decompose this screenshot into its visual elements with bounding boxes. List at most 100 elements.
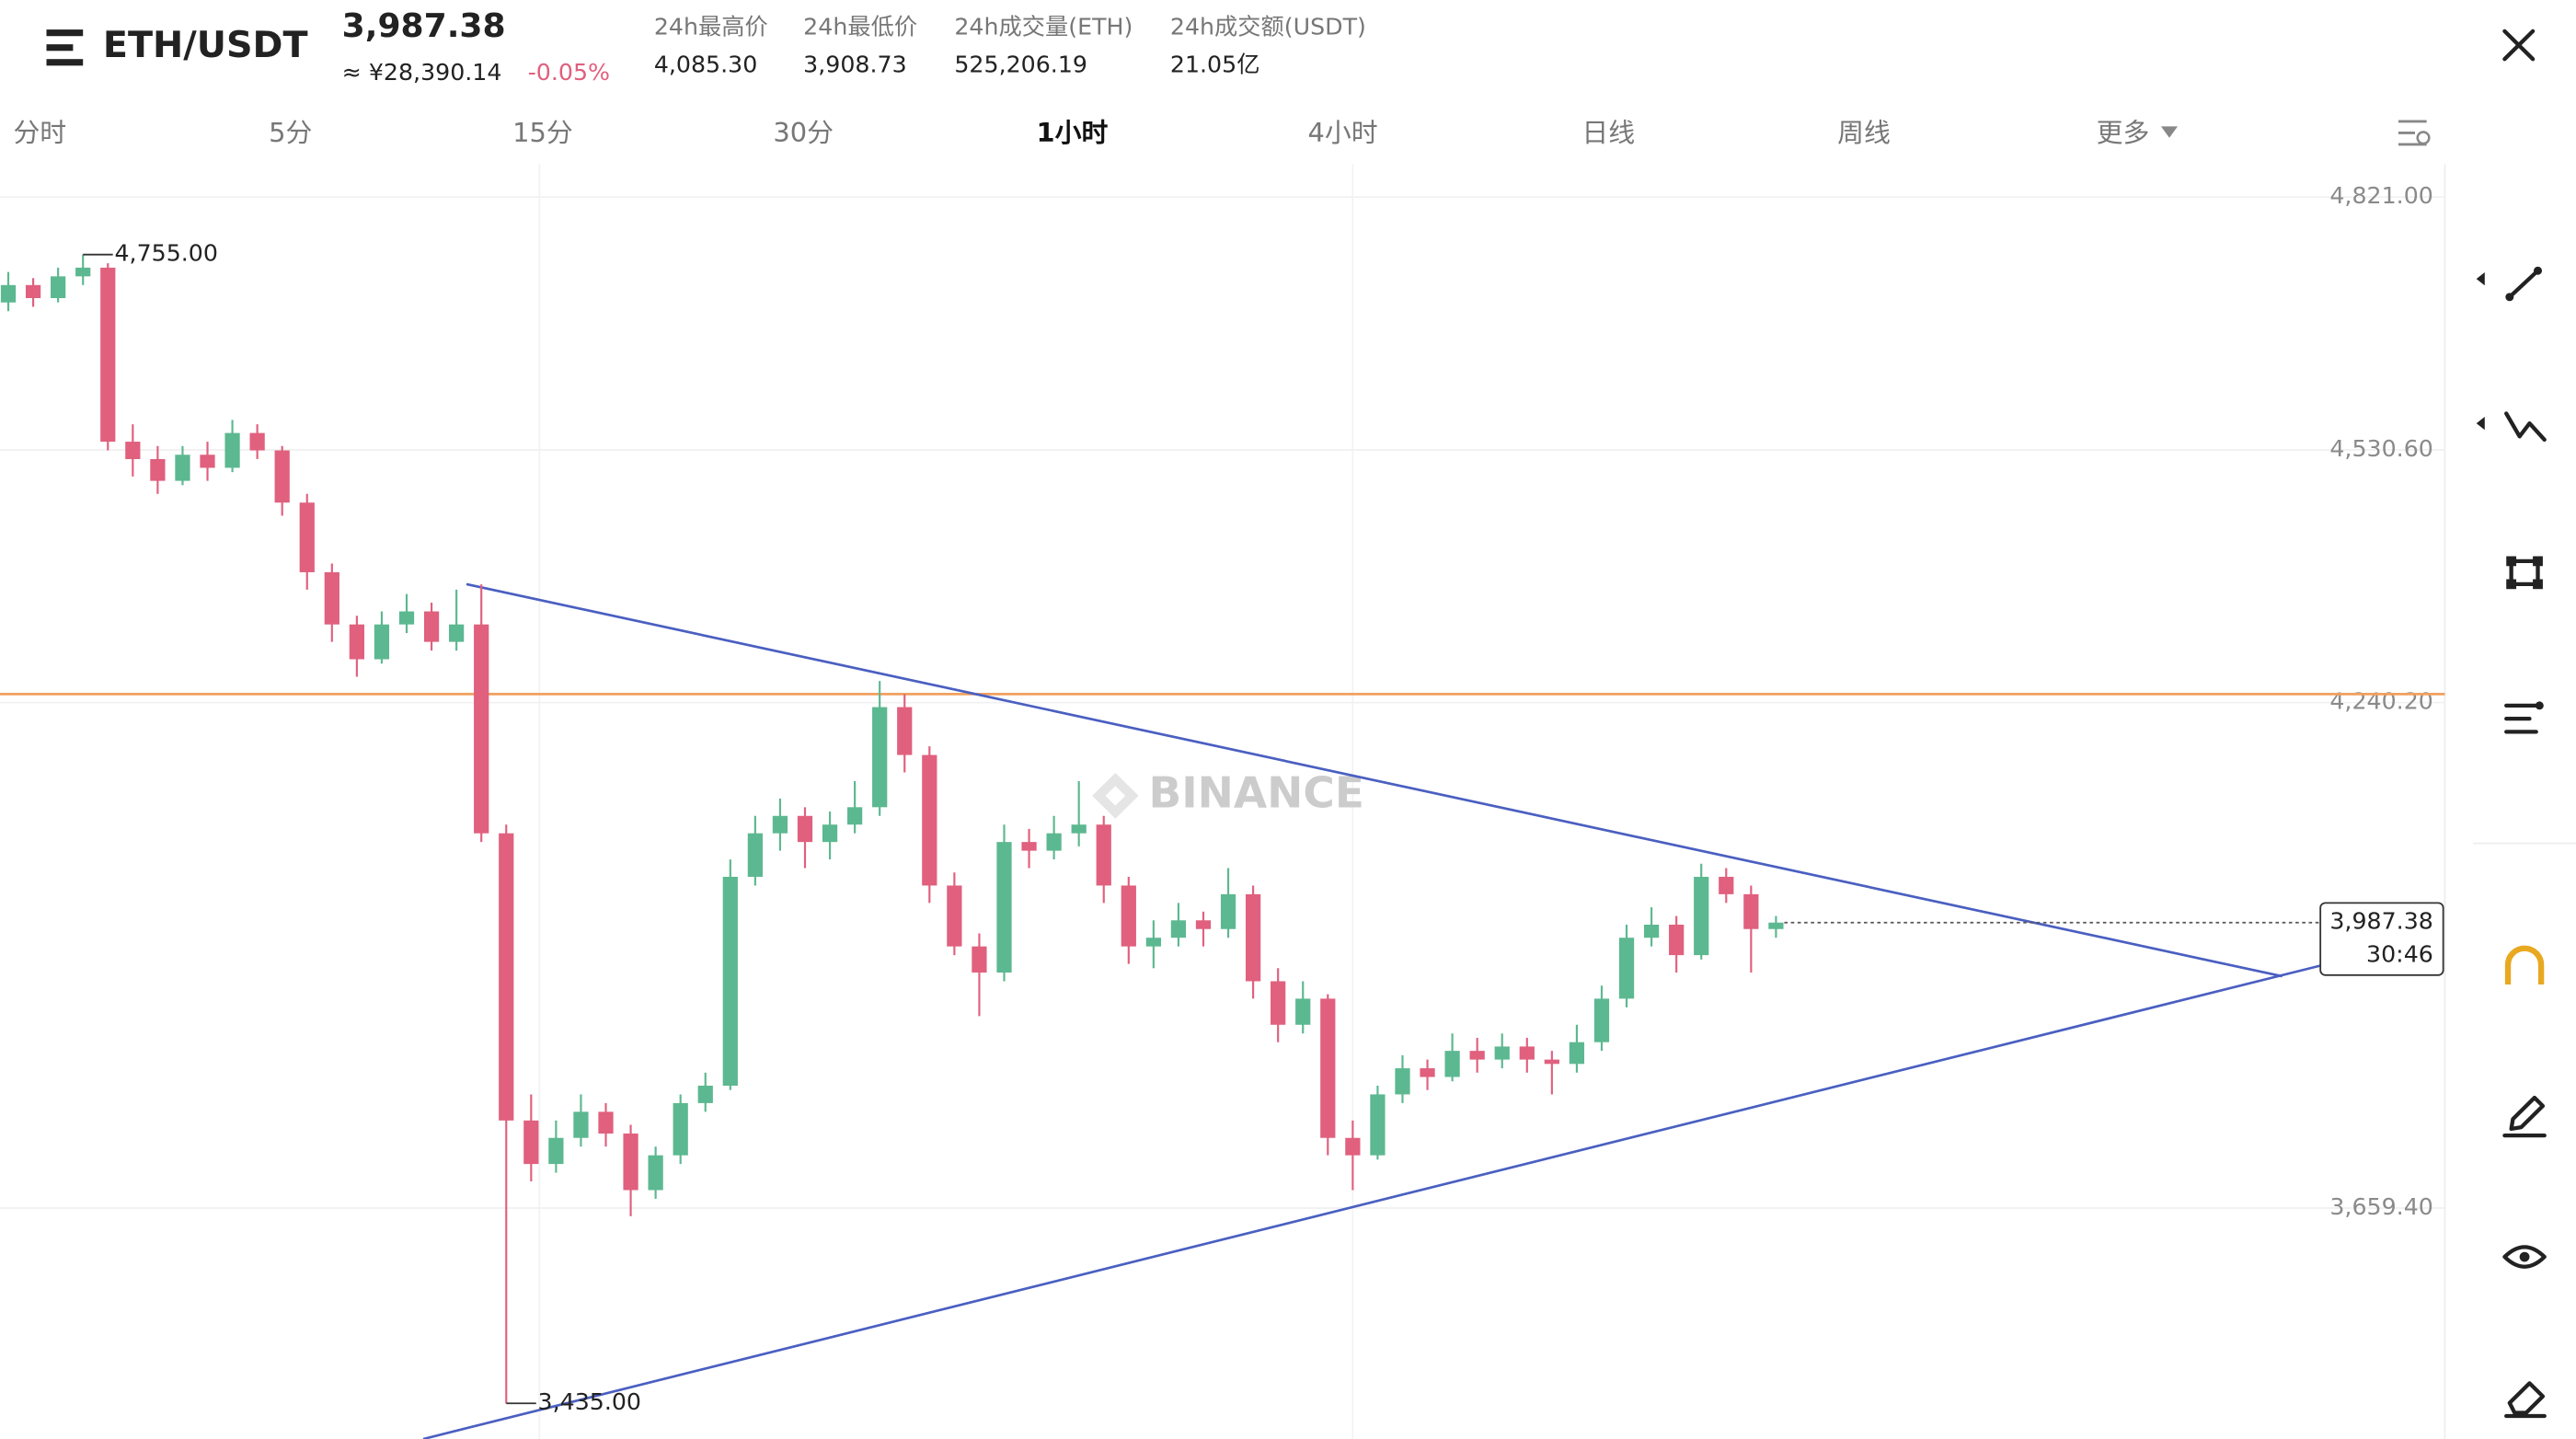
symbol[interactable]: ETH/USDT — [103, 24, 308, 66]
chart: BINANCE 4,821.00 4,530.60 4,240.20 3,659.40… — [0, 164, 2446, 1439]
stats: 24h最高价 4,085.30 24h最低价 3,908.73 24h成交量(ETH) 5… — [654, 13, 1366, 77]
close-button[interactable] — [2502, 29, 2536, 62]
candle-body — [996, 842, 1012, 973]
magnet-tool[interactable] — [2504, 945, 2545, 985]
candle-body — [1096, 824, 1111, 886]
candle-body — [822, 824, 838, 843]
candle-body — [274, 450, 290, 503]
candle-body — [1320, 998, 1336, 1138]
candle-body — [1395, 1068, 1410, 1095]
interval-tab[interactable]: 1小时 — [1037, 117, 1109, 148]
menu-icon[interactable] — [46, 29, 84, 66]
visibility-tool[interactable] — [2502, 1245, 2547, 1269]
stat-value: 3,908.73 — [803, 51, 906, 77]
candle-body — [449, 624, 465, 642]
candle-body — [0, 284, 17, 303]
interval-tab[interactable]: 4小时 — [1307, 117, 1377, 148]
candle-body — [1444, 1051, 1460, 1077]
candle-body — [897, 707, 913, 755]
candle-body — [922, 754, 937, 886]
candle-body — [100, 267, 116, 443]
candle-body — [324, 571, 339, 625]
line-tool[interactable] — [2476, 266, 2543, 302]
candle-body — [573, 1111, 589, 1138]
candle-body — [1245, 893, 1261, 982]
stat-label: 24h成交额(USDT) — [1170, 13, 1366, 40]
candle-body — [598, 1111, 614, 1134]
candle-body — [697, 1085, 713, 1103]
more-caret — [2160, 126, 2179, 138]
trendline-drawing[interactable] — [466, 582, 2283, 978]
candle-body — [1618, 938, 1635, 999]
eraser-tool[interactable] — [2504, 1381, 2547, 1419]
y-tick-label: 3,659.40 — [2329, 1193, 2432, 1220]
candle-body — [1569, 1042, 1585, 1065]
price: 3,987.38 — [342, 7, 506, 45]
candle-body — [747, 833, 763, 877]
candle-body — [474, 624, 489, 834]
candle-body — [423, 611, 440, 642]
pen-tool[interactable] — [2502, 1095, 2547, 1138]
candle-body — [175, 455, 190, 481]
candle-body — [1195, 920, 1212, 929]
shape-tool[interactable] — [2506, 556, 2543, 590]
interval-tab[interactable]: 30分 — [773, 117, 834, 148]
candle-body — [1593, 998, 1610, 1042]
candle-body — [398, 611, 415, 625]
candle-body — [972, 946, 987, 973]
watermark: BINANCE — [1148, 768, 1363, 818]
candle-body — [872, 707, 888, 808]
plot-area — [0, 164, 2445, 1439]
interval-tab[interactable]: 5分 — [269, 117, 312, 148]
candle-body — [150, 458, 166, 481]
candle-body — [1021, 842, 1037, 851]
candle-body — [1370, 1094, 1386, 1156]
candle-body — [1643, 925, 1660, 938]
candle-body — [1145, 938, 1161, 947]
interval-tab[interactable]: 周线 — [1837, 117, 1891, 148]
candle-body — [1345, 1137, 1361, 1156]
candle-body — [249, 432, 265, 451]
candle-body — [299, 502, 315, 572]
y-tick-label: 4,530.60 — [2329, 435, 2432, 462]
candle-body — [1768, 922, 1784, 929]
candle-body — [1519, 1046, 1535, 1060]
candle-body — [673, 1102, 688, 1156]
interval-tab[interactable]: 分时 — [13, 117, 66, 148]
candle-body — [648, 1155, 663, 1191]
candle-body — [1544, 1059, 1559, 1065]
candle-body — [623, 1134, 638, 1191]
candle-body — [51, 276, 66, 298]
candle-body — [722, 876, 738, 1086]
stat-label: 24h最低价 — [803, 13, 917, 40]
candle-body — [75, 267, 91, 277]
candle-body — [797, 815, 813, 843]
candle-body — [1220, 893, 1236, 929]
last-price-box — [2319, 902, 2444, 976]
candle-body — [349, 624, 365, 660]
interval-tab[interactable]: 日线 — [1581, 117, 1635, 148]
last-price-label: 3,987.38 — [2329, 908, 2432, 935]
candle-body — [224, 432, 240, 468]
candle-body — [499, 833, 514, 1121]
candle-body — [1071, 824, 1087, 834]
candle-body — [1046, 833, 1062, 851]
candle-body — [1271, 981, 1286, 1025]
settings-icon[interactable] — [2398, 120, 2431, 146]
cny-price: ≈ ¥28,390.14 — [342, 59, 502, 86]
stat-label: 24h最高价 — [654, 13, 768, 40]
text-tool[interactable] — [2504, 701, 2544, 734]
fib-tool[interactable] — [2476, 411, 2547, 443]
interval-tab[interactable]: 更多 — [2097, 117, 2150, 148]
candle-body — [548, 1137, 564, 1165]
trendline-drawing[interactable] — [422, 963, 2325, 1439]
candle-body — [1295, 998, 1311, 1025]
countdown: 30:46 — [2366, 941, 2433, 968]
change: -0.05% — [528, 59, 610, 86]
candle-body — [947, 885, 962, 947]
interval-tab[interactable]: 15分 — [512, 117, 573, 148]
candle-body — [1694, 876, 1709, 956]
candle-body — [25, 284, 41, 298]
